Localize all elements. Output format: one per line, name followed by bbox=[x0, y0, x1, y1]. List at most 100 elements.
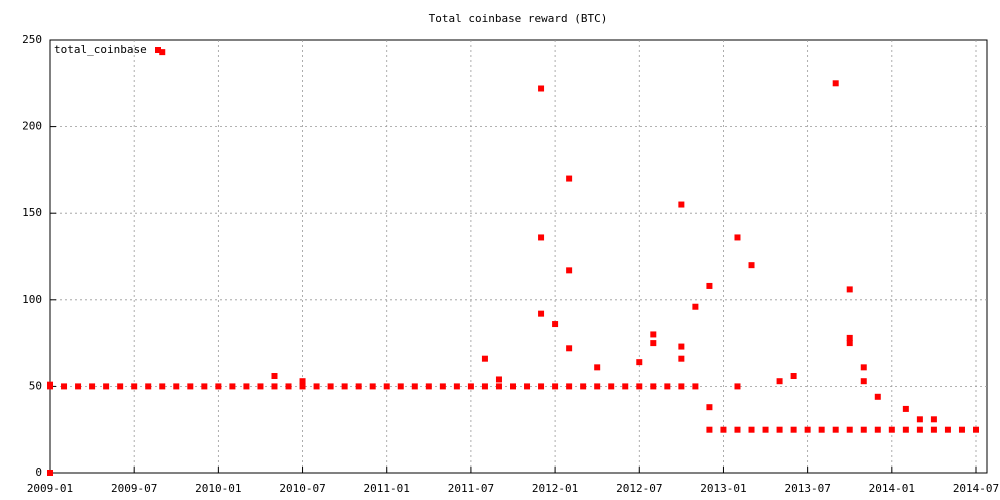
legend-label: total_coinbase bbox=[54, 43, 147, 56]
point bbox=[355, 383, 362, 390]
point bbox=[846, 340, 853, 347]
x-tick-label: 2010-01 bbox=[195, 482, 241, 495]
point bbox=[790, 426, 797, 433]
point bbox=[874, 426, 881, 433]
y-tick-label: 150 bbox=[22, 206, 42, 219]
x-tick-label: 2014-07 bbox=[953, 482, 999, 495]
point bbox=[902, 405, 909, 412]
plot-frame bbox=[49, 39, 988, 474]
point bbox=[257, 383, 264, 390]
point bbox=[313, 383, 320, 390]
point bbox=[566, 383, 573, 390]
point bbox=[930, 416, 937, 423]
point bbox=[930, 426, 937, 433]
point bbox=[145, 383, 152, 390]
point bbox=[706, 282, 713, 289]
point bbox=[594, 364, 601, 371]
point bbox=[215, 383, 222, 390]
point bbox=[159, 383, 166, 390]
y-tick-label: 50 bbox=[29, 379, 42, 392]
point bbox=[495, 376, 502, 383]
point bbox=[467, 383, 474, 390]
point bbox=[75, 383, 82, 390]
point bbox=[187, 383, 194, 390]
point bbox=[902, 426, 909, 433]
chart-title: Total coinbase reward (BTC) bbox=[429, 12, 608, 25]
point bbox=[650, 331, 657, 338]
point bbox=[734, 383, 741, 390]
point bbox=[776, 378, 783, 385]
point bbox=[944, 426, 951, 433]
point bbox=[650, 340, 657, 347]
point bbox=[538, 234, 545, 241]
point bbox=[720, 426, 727, 433]
point bbox=[159, 49, 166, 56]
point bbox=[973, 426, 979, 433]
point bbox=[832, 80, 839, 87]
point bbox=[299, 383, 306, 390]
point bbox=[481, 383, 488, 390]
point bbox=[594, 383, 601, 390]
point bbox=[173, 383, 180, 390]
point bbox=[566, 345, 573, 352]
point bbox=[650, 383, 657, 390]
point bbox=[327, 383, 334, 390]
point bbox=[481, 355, 488, 362]
point bbox=[888, 426, 895, 433]
point bbox=[580, 383, 587, 390]
point bbox=[692, 383, 699, 390]
y-tick-label: 200 bbox=[22, 120, 42, 133]
point bbox=[453, 383, 460, 390]
x-tick-label: 2011-07 bbox=[448, 482, 494, 495]
point bbox=[411, 383, 418, 390]
point bbox=[397, 383, 404, 390]
point bbox=[439, 383, 446, 390]
point bbox=[369, 383, 376, 390]
point bbox=[678, 201, 685, 208]
point bbox=[846, 334, 853, 341]
point bbox=[524, 383, 531, 390]
x-tick-label: 2009-07 bbox=[111, 482, 157, 495]
point bbox=[706, 426, 713, 433]
point bbox=[383, 383, 390, 390]
point bbox=[538, 383, 545, 390]
point bbox=[271, 373, 278, 380]
point bbox=[552, 383, 559, 390]
x-tick-label: 2013-07 bbox=[784, 482, 830, 495]
point bbox=[510, 383, 516, 390]
x-tick-label: 2012-01 bbox=[532, 482, 578, 495]
x-tick-label: 2012-07 bbox=[616, 482, 662, 495]
point bbox=[916, 426, 923, 433]
point bbox=[790, 373, 797, 380]
point bbox=[552, 321, 559, 328]
point bbox=[860, 426, 867, 433]
point bbox=[636, 383, 643, 390]
x-tick-label: 2011-01 bbox=[364, 482, 410, 495]
point bbox=[47, 381, 53, 388]
y-tick-label: 250 bbox=[22, 33, 42, 46]
x-tick-label: 2014-01 bbox=[869, 482, 915, 495]
point bbox=[846, 426, 853, 433]
point bbox=[706, 404, 713, 411]
point bbox=[832, 426, 839, 433]
point bbox=[117, 383, 124, 390]
point bbox=[243, 383, 250, 390]
point bbox=[916, 416, 923, 423]
point bbox=[678, 355, 685, 362]
point bbox=[608, 383, 615, 390]
point bbox=[664, 383, 671, 390]
point bbox=[692, 303, 699, 310]
point bbox=[678, 343, 685, 350]
point bbox=[425, 383, 432, 390]
point bbox=[201, 383, 208, 390]
point bbox=[131, 383, 138, 390]
point bbox=[874, 393, 881, 400]
point bbox=[622, 383, 629, 390]
legend-marker bbox=[155, 47, 161, 53]
point bbox=[495, 383, 502, 390]
point bbox=[958, 426, 965, 433]
point bbox=[748, 262, 755, 269]
point bbox=[538, 85, 545, 92]
point bbox=[103, 383, 110, 390]
